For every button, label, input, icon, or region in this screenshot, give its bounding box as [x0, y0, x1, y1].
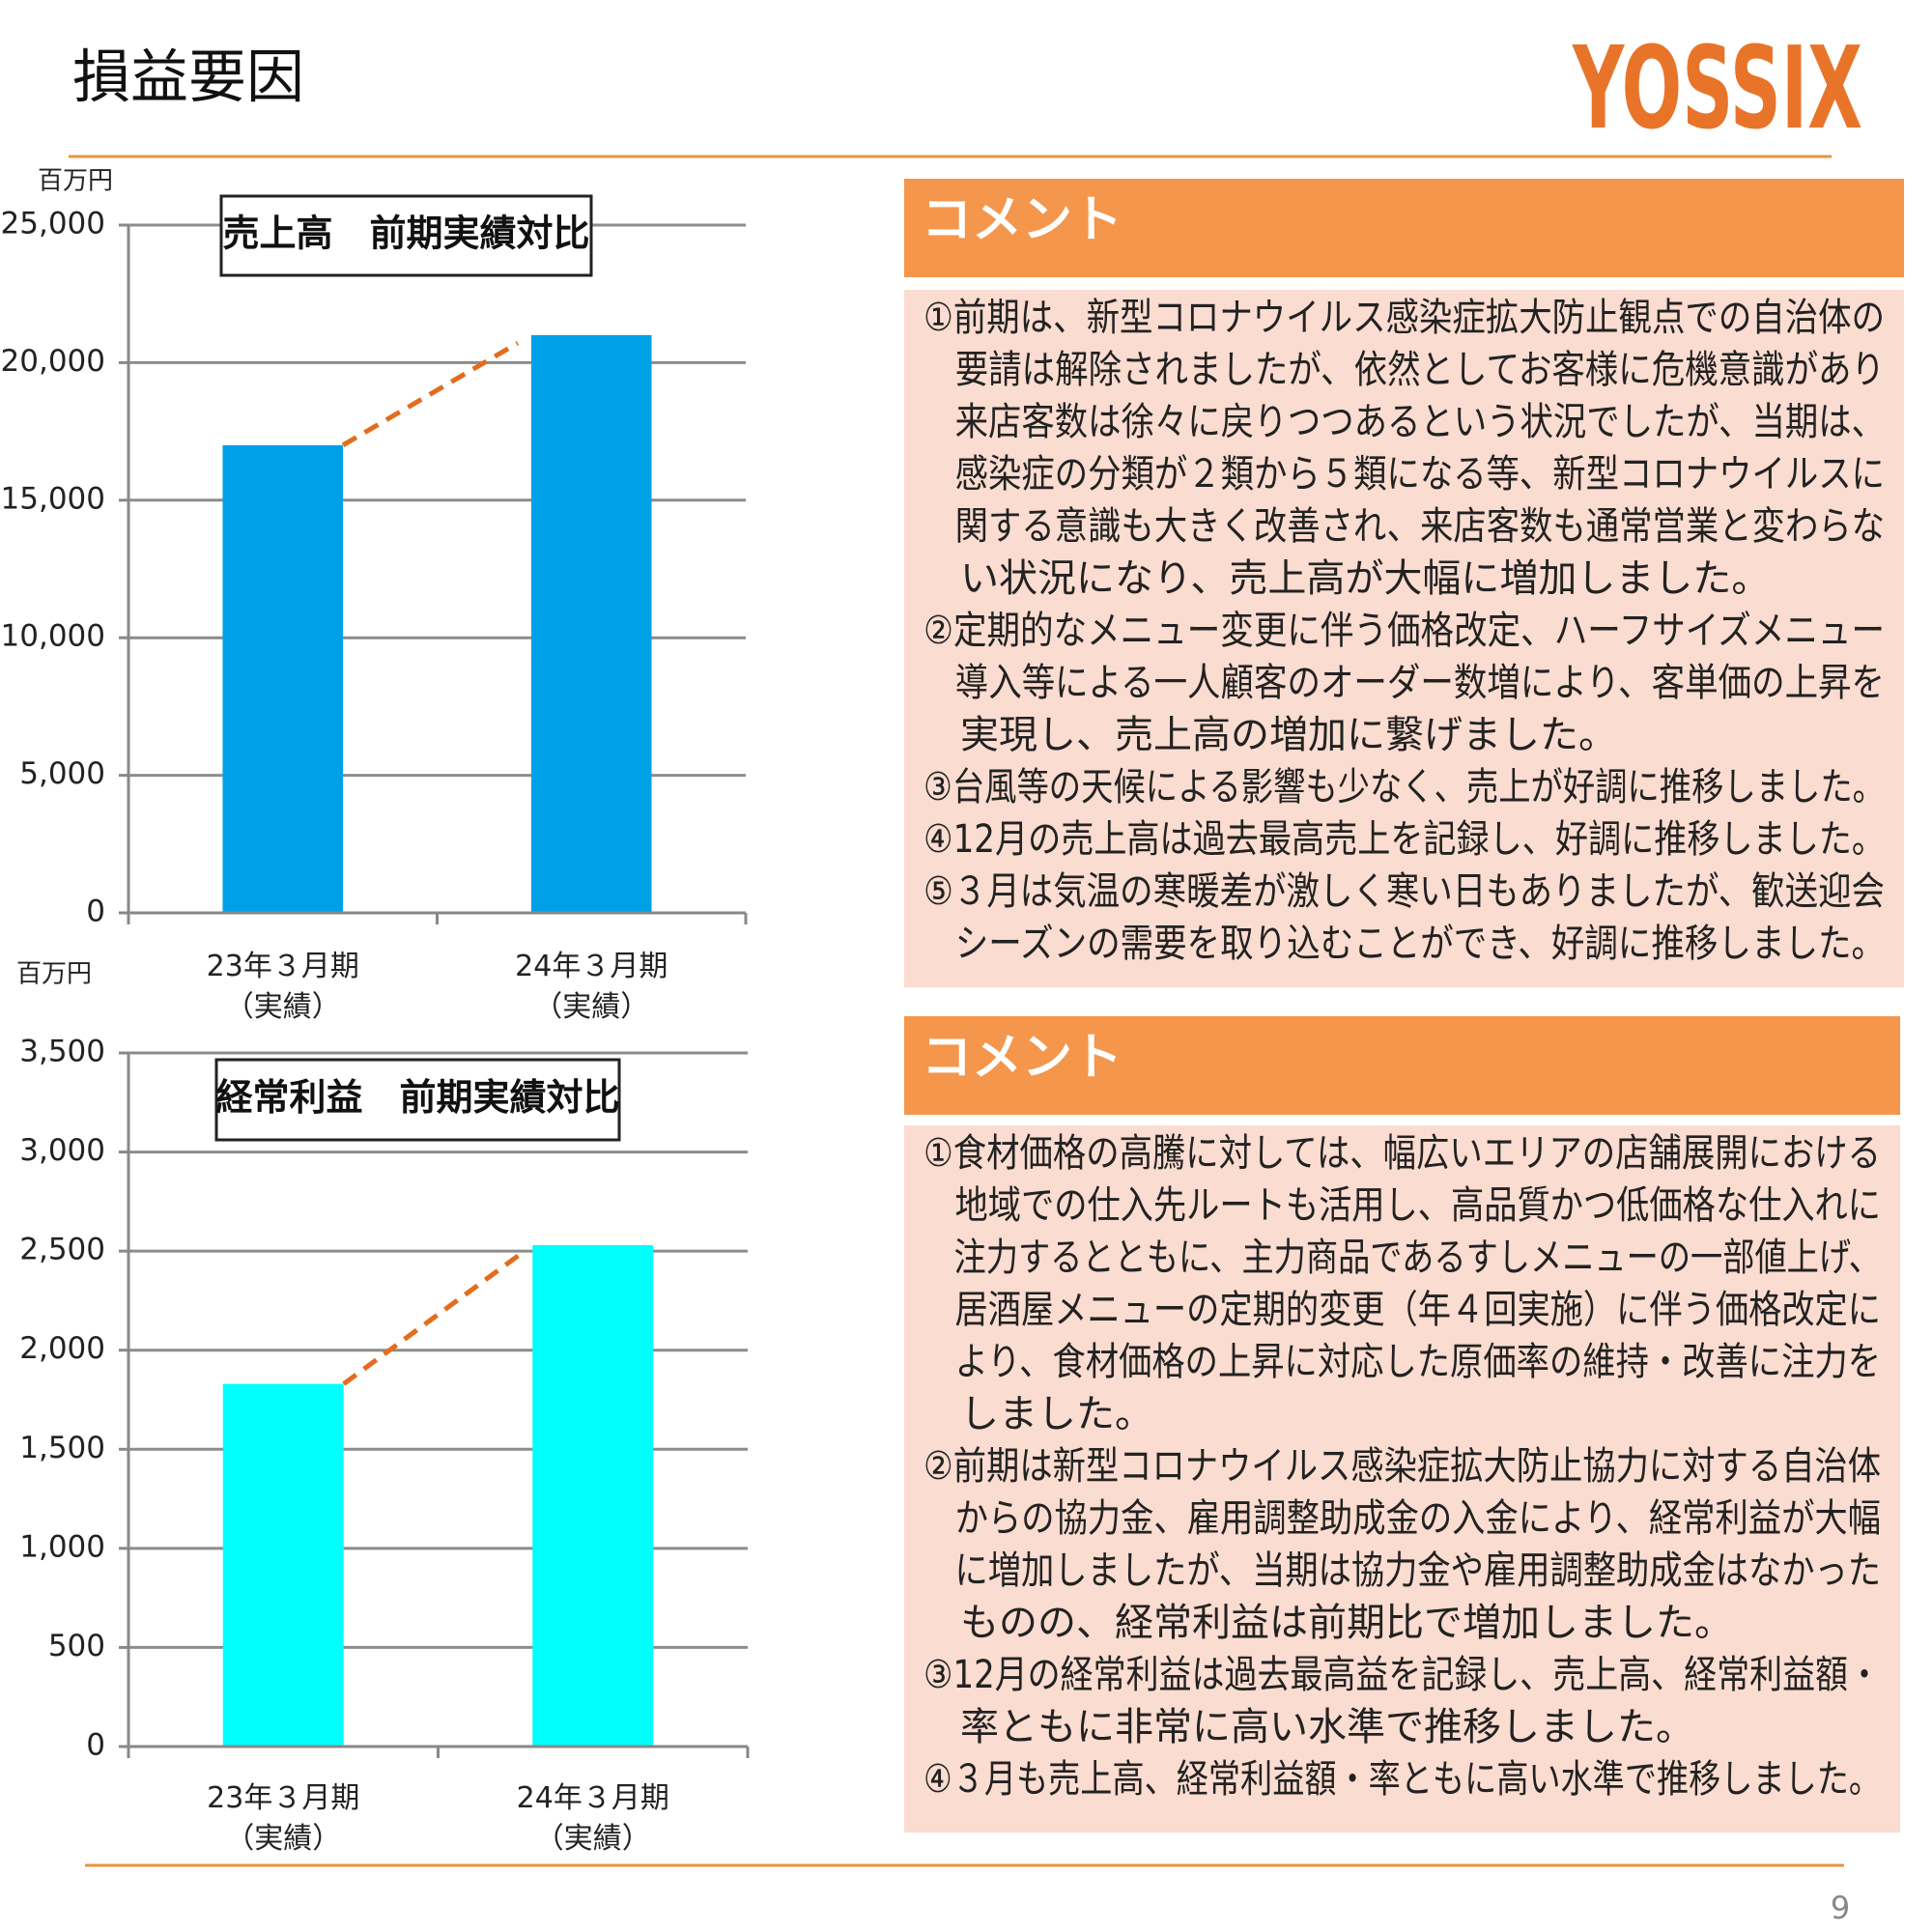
y-tick-label: 0	[86, 895, 105, 929]
bar	[532, 1244, 654, 1747]
comment-line: ②定期的なメニュー変更に伴う価格改定、ハーフサイズメニュー	[923, 609, 1885, 653]
x-tick-label: 23年３月期 （実績）	[206, 950, 359, 1024]
comment-line: からの協力金、雇用調整助成金の入金により、経常利益が大幅	[954, 1496, 1881, 1541]
comment-line: より、食材価格の上昇に対応した原価率の維持・改善に注力を	[954, 1340, 1881, 1384]
bar	[222, 1383, 344, 1747]
comment-heading: コメント	[904, 1016, 1900, 1115]
trend-line	[341, 340, 520, 447]
x-tick-label: 24年３月期 （実績）	[516, 1781, 669, 1856]
unit-label: 百万円	[38, 167, 113, 196]
comment-line: 要請は解除されましたが、依然としてお客様に危機意識があり	[954, 348, 1885, 392]
y-tick-label: 5,000	[19, 756, 105, 791]
comment-line: 導入等による一人顧客のオーダー数増により、客単価の上昇を	[954, 661, 1885, 705]
bar	[222, 444, 344, 913]
chart-title-box	[219, 194, 593, 277]
comment-line: 注力するとともに、主力商品であるすしメニューの一部値上げ、	[953, 1236, 1881, 1280]
comment-body: ①食材価格の高騰に対しては、幅広いエリアの店舗展開における地域での仕入先ルートも…	[904, 1125, 1900, 1833]
comment-line: 来店客数は徐々に戻りつつあるという状況でしたが、当期は、	[954, 400, 1885, 444]
comment-line: に増加しましたが、当期は協力金や雇用調整助成金はなかった	[954, 1548, 1881, 1593]
comment-line: 居酒屋メニューの定期的変更（年４回実施）に伴う価格改定に	[954, 1288, 1881, 1332]
y-tick-label: 1,500	[19, 1431, 105, 1465]
comment-line: い状況になり、売上高が大幅に増加しました。	[960, 556, 1771, 601]
chart-title: 経常利益 前期実績対比	[215, 1076, 619, 1119]
comment-line: 感染症の分類が２類から５類になる等、新型コロナウイルスに	[954, 452, 1885, 497]
y-tick-label: 15,000	[1, 481, 105, 516]
trend-line	[342, 1253, 521, 1386]
y-tick-label: 3,000	[19, 1133, 105, 1168]
y-tick-label: 2,500	[19, 1233, 105, 1267]
unit-label: 百万円	[16, 960, 92, 989]
comment-line: ⑤３月は気温の寒暖差が激しく寒い日もありましたが、歓送迎会	[923, 869, 1885, 914]
y-tick-label: 25,000	[1, 207, 105, 242]
comment-line: しました。	[960, 1392, 1153, 1436]
y-tick-label: 10,000	[1, 619, 105, 654]
x-tick-label: 23年３月期 （実績）	[207, 1781, 360, 1856]
page-number: 9	[1831, 1889, 1850, 1926]
chart-title-box	[214, 1058, 621, 1142]
comment-line: 地域での仕入先ルートも活用し、高品質かつ低価格な仕入れに	[954, 1183, 1881, 1228]
comment-line: 率ともに非常に高い水準で推移しました。	[960, 1705, 1694, 1749]
comment-line: ③台風等の天候による影響も少なく、売上が好調に推移しました。	[923, 765, 1885, 810]
comment-line: 関する意識も大きく改善され、来店客数も通常営業と変わらな	[954, 504, 1885, 549]
logo: YOSSIX	[1572, 21, 1862, 155]
bar	[530, 334, 652, 913]
comment-body: ①前期は、新型コロナウイルス感染症拡大防止観点での自治体の要請は解除されましたが…	[904, 290, 1904, 987]
y-tick-label: 0	[86, 1728, 105, 1763]
comment-line: シーズンの需要を取り込むことができ、好調に推移しました。	[954, 922, 1885, 966]
chart-title: 売上高 前期実績対比	[222, 213, 589, 255]
y-tick-label: 2,000	[19, 1331, 105, 1366]
x-tick-label: 24年３月期 （実績）	[515, 950, 668, 1024]
comment-heading: コメント	[904, 179, 1904, 277]
y-tick-label: 3,500	[19, 1035, 105, 1069]
comment-line: ①食材価格の高騰に対しては、幅広いエリアの店舗展開における	[923, 1131, 1881, 1176]
page-title: 損益要因	[72, 44, 304, 112]
comment-line: ③12月の経常利益は過去最高益を記録し、売上高、経常利益額・	[923, 1653, 1881, 1697]
comment-line: ②前期は新型コロナウイルス感染症拡大防止協力に対する自治体	[923, 1444, 1881, 1489]
comment-line: ①前期は、新型コロナウイルス感染症拡大防止観点での自治体の	[923, 296, 1885, 340]
comment-line: ④12月の売上高は過去最高売上を記録し、好調に推移しました。	[923, 817, 1885, 862]
y-tick-label: 1,000	[19, 1529, 105, 1564]
y-tick-label: 500	[48, 1629, 105, 1663]
y-tick-label: 20,000	[1, 344, 105, 379]
comment-line: ④３月も売上高、経常利益額・率ともに高い水準で推移しました。	[923, 1757, 1881, 1802]
comment-line: ものの、経常利益は前期比で増加しました。	[960, 1601, 1733, 1645]
comment-line: 実現し、売上高の増加に繋げました。	[960, 713, 1617, 757]
